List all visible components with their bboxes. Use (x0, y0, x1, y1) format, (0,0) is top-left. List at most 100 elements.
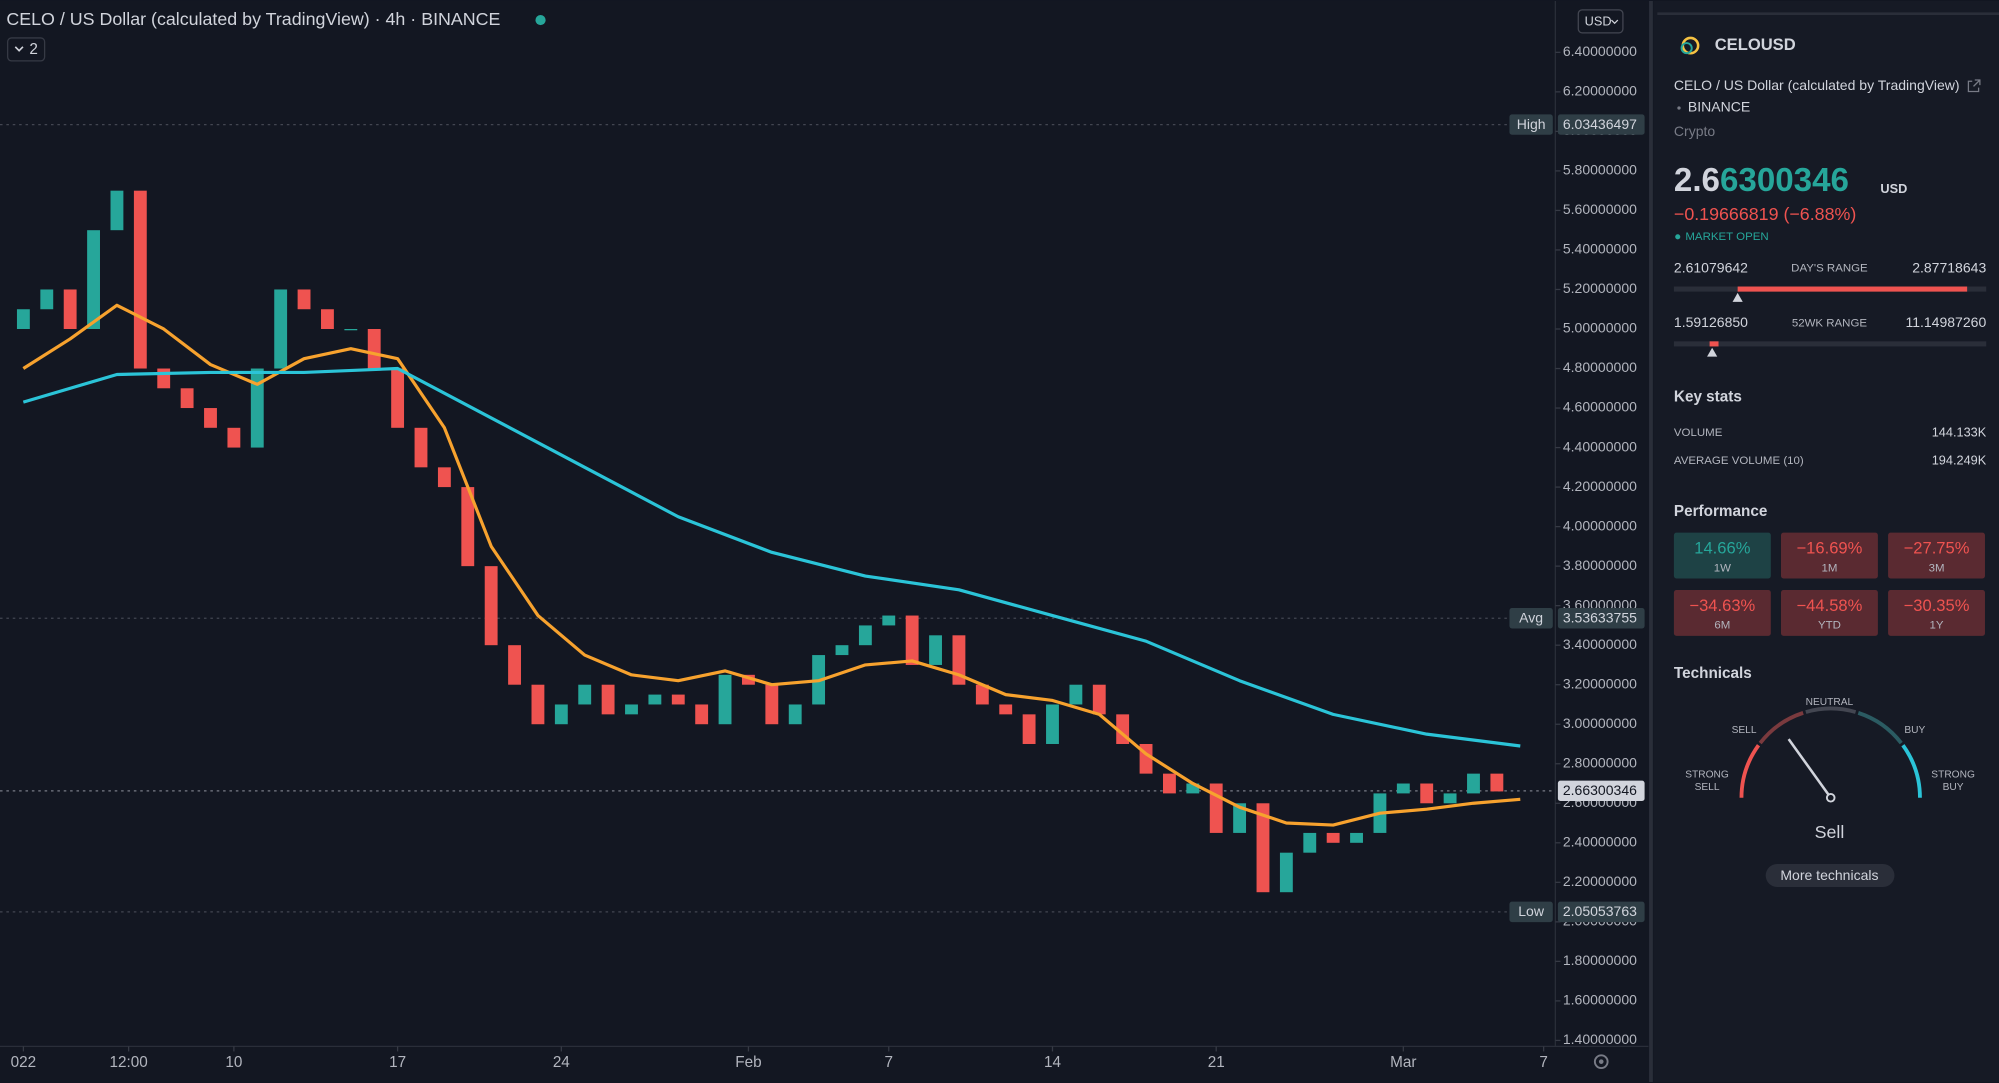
symbol: CELOUSD (1715, 35, 1796, 54)
x-tick-label: 022 (11, 1054, 37, 1071)
gauge-label: NEUTRAL (1806, 697, 1854, 708)
gauge-arc (1857, 711, 1903, 745)
range-low: 1.59126850 (1674, 314, 1748, 330)
stat-value: 144.133K (1932, 424, 1987, 439)
candle (742, 674, 755, 685)
performance-box[interactable] (1673, 532, 1771, 579)
y-tick-label: 6.20000000 (1563, 83, 1637, 99)
candle (554, 704, 568, 725)
moving-average (22, 366, 1521, 748)
candle (1163, 773, 1176, 794)
gauge-arc (1901, 744, 1922, 798)
candle (905, 615, 919, 665)
currency-button[interactable] (1577, 9, 1624, 34)
side-content: CELOUSD CELO / US Dollar (calculated by T… (1673, 35, 1987, 887)
candle (1490, 773, 1504, 792)
candle (274, 289, 288, 369)
range-low: 2.61079642 (1674, 259, 1748, 275)
price-name-box (1509, 901, 1553, 923)
price-label-box (1557, 901, 1645, 923)
x-tick-label: 10 (225, 1054, 242, 1071)
status-dot (1675, 234, 1681, 240)
candle (695, 704, 709, 725)
candle (1022, 714, 1036, 744)
range-label: DAY'S RANGE (1791, 263, 1868, 275)
y-tick-label: 4.60000000 (1563, 399, 1637, 415)
x-tick-label: Feb (735, 1054, 761, 1071)
candle (1256, 803, 1270, 893)
candle (648, 694, 662, 705)
x-tick-label: 14 (1044, 1054, 1061, 1071)
price-part: 2.6 (1674, 162, 1720, 199)
gauge-label: BUY (1943, 782, 1964, 793)
gauge-label: SELL (1732, 725, 1757, 736)
candle (40, 289, 54, 310)
range-high: 2.87718643 (1912, 259, 1986, 275)
y-tick-label: 4.80000000 (1563, 359, 1637, 375)
candle (250, 368, 264, 448)
more-technicals-button[interactable] (1765, 864, 1895, 887)
candle (1303, 832, 1317, 853)
performance-period: 1Y (1930, 620, 1944, 632)
candle (508, 645, 521, 685)
candle (204, 408, 217, 428)
range-marker (1707, 347, 1718, 357)
y-tick-label: 5.20000000 (1563, 280, 1637, 296)
performance-period: YTD (1818, 620, 1841, 632)
gauge-label: BUY (1904, 725, 1925, 736)
x-tick-label: 12:00 (110, 1054, 148, 1071)
performance-box[interactable] (1780, 589, 1878, 636)
market-status: MARKET OPEN (1685, 231, 1768, 243)
candle (16, 309, 30, 329)
y-tick-label: 2.80000000 (1563, 754, 1637, 770)
candle (1233, 803, 1247, 833)
chevron (1610, 19, 1619, 25)
candle (882, 615, 896, 626)
settings-icon[interactable] (1593, 1054, 1609, 1069)
candle (297, 289, 311, 310)
price-name-box (1509, 608, 1553, 629)
candle (391, 368, 405, 428)
price-label: 6.03436497 (1563, 116, 1637, 132)
bullet (1677, 106, 1681, 110)
candle (414, 427, 428, 468)
candle (601, 684, 615, 715)
technicals-result: Sell (1815, 822, 1845, 842)
candle (180, 388, 194, 409)
external-link-icon (1967, 79, 1981, 93)
candle (999, 704, 1013, 715)
gauge-label: SELL (1695, 782, 1720, 793)
price-change: −0.19666819 (−6.88%) (1674, 204, 1856, 224)
exchange: BINANCE (1688, 99, 1750, 115)
x-tick-label: 21 (1208, 1054, 1225, 1071)
performance-box[interactable] (1888, 532, 1985, 579)
performance-box[interactable] (1673, 589, 1771, 636)
price-name-box (1509, 114, 1553, 135)
y-tick-label: 3.20000000 (1563, 675, 1637, 691)
performance-period: 1W (1714, 562, 1731, 574)
indicator-toggle[interactable] (7, 37, 46, 62)
gauge-pivot (1825, 792, 1836, 803)
y-tick-label: 3.00000000 (1563, 715, 1637, 731)
y-tick-label: 4.00000000 (1563, 517, 1637, 533)
x-tick-label: Mar (1390, 1054, 1416, 1071)
performance-box[interactable] (1780, 532, 1878, 579)
candle (1443, 793, 1457, 804)
candle (1350, 832, 1363, 843)
performance-value: −27.75% (1904, 539, 1970, 558)
candle (1186, 783, 1200, 794)
y-tick-label: 2.20000000 (1563, 873, 1637, 889)
y-tick-label: 2.40000000 (1563, 834, 1637, 850)
indicator-count: 2 (29, 41, 38, 58)
price-label-box (1557, 608, 1645, 629)
performance-box[interactable] (1888, 589, 1985, 636)
range-label: 52WK RANGE (1792, 318, 1868, 330)
gauge-arc (1805, 706, 1857, 714)
performance-period: 1M (1821, 562, 1837, 574)
candle (87, 230, 100, 329)
range-fill (1737, 286, 1968, 292)
candle (227, 427, 241, 448)
candle (1279, 852, 1293, 893)
y-tick-label: 5.80000000 (1563, 162, 1637, 178)
candle (484, 566, 498, 646)
